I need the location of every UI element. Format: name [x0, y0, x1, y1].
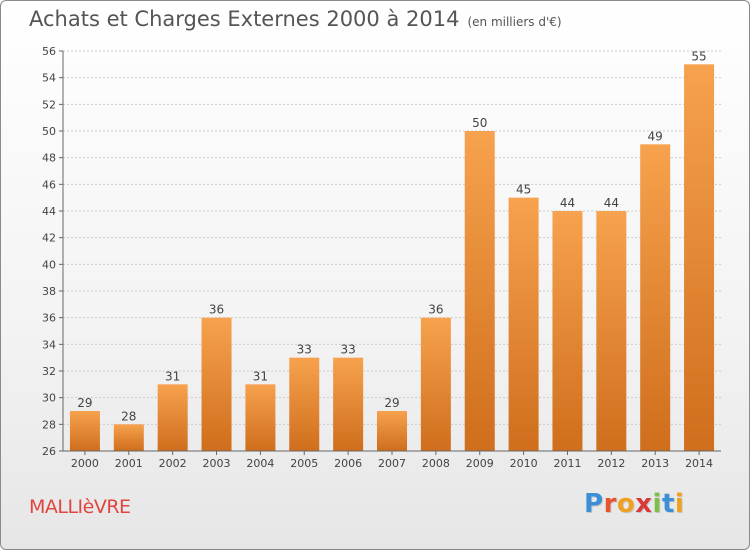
logo-letter: i	[674, 489, 685, 519]
data-label: 31	[253, 369, 268, 383]
bar-2004	[245, 384, 276, 451]
y-tick-label: 48	[42, 152, 56, 165]
bar-2012	[596, 211, 627, 451]
bar-2001	[113, 424, 144, 451]
bar-2011	[552, 211, 583, 451]
data-label: 33	[340, 343, 355, 357]
x-tick-label: 2013	[641, 457, 669, 470]
data-label: 29	[77, 396, 92, 410]
x-tick-label: 2000	[71, 457, 99, 470]
y-tick-label: 50	[42, 125, 56, 138]
bar-2006	[333, 357, 364, 451]
y-tick-label: 54	[42, 72, 56, 85]
x-tick-label: 2011	[553, 457, 581, 470]
unit-label: (en milliers d'€)	[467, 15, 562, 29]
x-tick-label: 2005	[290, 457, 318, 470]
logo-letter: o	[616, 489, 636, 519]
x-tick-label: 2014	[685, 457, 713, 470]
chart-title: Achats et Charges Externes 2000 à 2014 (e…	[29, 7, 562, 31]
x-tick-label: 2010	[510, 457, 538, 470]
x-tick-label: 2001	[115, 457, 143, 470]
data-label: 28	[121, 409, 136, 423]
logo-letter: P	[584, 489, 604, 519]
x-tick-label: 2003	[203, 457, 231, 470]
title-text: Achats et Charges Externes 2000 à 2014	[29, 7, 460, 31]
y-tick-label: 46	[42, 178, 56, 191]
y-tick-label: 28	[42, 418, 56, 431]
y-tick-label: 56	[42, 45, 56, 58]
y-tick-label: 26	[42, 445, 56, 458]
x-tick-label: 2007	[378, 457, 406, 470]
bar-2003	[201, 317, 232, 451]
x-tick-label: 2008	[422, 457, 450, 470]
logo-letter: r	[603, 489, 617, 519]
y-tick-label: 44	[42, 205, 56, 218]
x-tick-label: 2002	[159, 457, 187, 470]
data-label: 49	[648, 129, 663, 143]
y-tick-label: 40	[42, 258, 56, 271]
bar-2000	[69, 411, 100, 451]
data-label: 36	[209, 303, 224, 317]
city-name: MALLIèVRE	[29, 496, 131, 518]
data-label: 45	[516, 183, 531, 197]
y-axis: 26 28 30 32 34 36 38 40 42 44 46 48 50 52 54 56	[42, 45, 64, 458]
y-tick-label: 36	[42, 312, 56, 325]
bar-2008	[420, 317, 451, 451]
bar-2009	[464, 131, 495, 451]
x-axis: 2000 2001 2002 2003 2004 2005 2006 2007 2008 2009…	[63, 450, 721, 470]
bar-2014	[684, 64, 715, 452]
data-label: 44	[560, 196, 575, 210]
proxiti-logo[interactable]: Proxiti	[584, 489, 684, 519]
x-tick-label: 2012	[597, 457, 625, 470]
bar-2010	[508, 197, 539, 451]
data-label: 29	[384, 396, 399, 410]
x-tick-label: 2009	[466, 457, 494, 470]
y-tick-label: 42	[42, 232, 56, 245]
logo-letter: i	[652, 489, 662, 519]
y-tick-label: 38	[42, 285, 56, 298]
bar-2007	[377, 411, 407, 451]
y-tick-label: 52	[42, 98, 56, 111]
logo-letter: t	[661, 489, 675, 519]
bar-2013	[640, 144, 671, 452]
bars: 29 28 31 36 31 33 33 29 36 50 45 44 44 49 55	[69, 49, 715, 452]
x-tick-label: 2006	[334, 457, 362, 470]
logo-letter: x	[635, 489, 653, 519]
bar-2005	[289, 357, 320, 451]
bar-2002	[157, 384, 188, 451]
data-label: 31	[165, 369, 180, 383]
x-tick-label: 2004	[246, 457, 274, 470]
y-tick-label: 34	[42, 338, 56, 351]
data-label: 55	[691, 49, 706, 63]
data-label: 36	[428, 303, 443, 317]
data-label: 33	[297, 343, 312, 357]
data-label: 50	[472, 116, 487, 130]
y-tick-label: 32	[42, 365, 56, 378]
y-tick-label: 30	[42, 392, 56, 405]
data-label: 44	[604, 196, 619, 210]
